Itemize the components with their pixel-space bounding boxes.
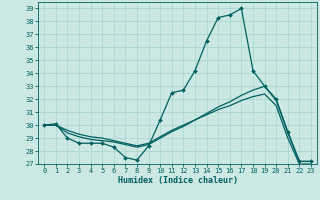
X-axis label: Humidex (Indice chaleur): Humidex (Indice chaleur): [118, 176, 238, 185]
